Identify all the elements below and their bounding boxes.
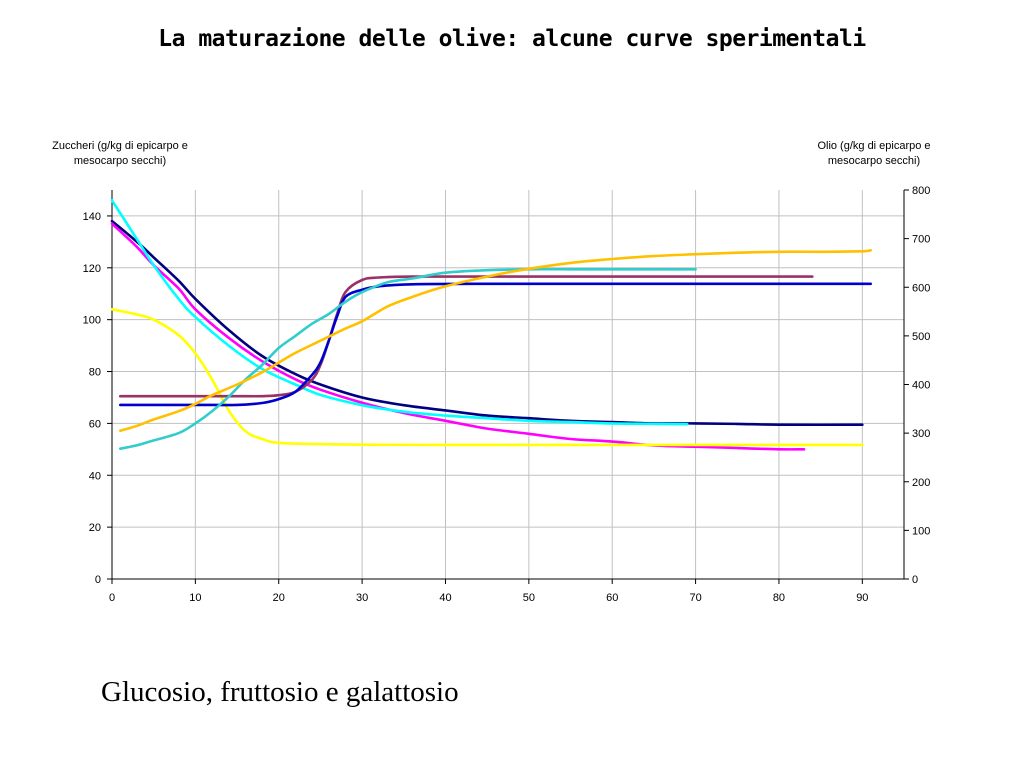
chart-axes xyxy=(107,189,909,584)
chart-grid xyxy=(112,190,904,579)
slide-caption: Glucosio, fruttosio e galattosio xyxy=(101,676,459,708)
left-y-tick-label: 40 xyxy=(89,470,101,482)
x-tick-label: 50 xyxy=(523,592,535,604)
right-y-tick-label: 800 xyxy=(912,185,930,197)
x-tick-label: 0 xyxy=(109,592,115,604)
x-tick-label: 20 xyxy=(273,592,285,604)
series-line-5 xyxy=(119,275,814,398)
x-tick-label: 10 xyxy=(189,592,201,604)
series-line-1 xyxy=(110,219,864,427)
right-y-tick-label: 500 xyxy=(912,331,930,343)
chart-series xyxy=(110,199,872,451)
series-line-8 xyxy=(119,249,872,432)
chart-tick-labels: 0 10 20 30 40 50 60 70 80 90 0 20 40 60 80 100 120 140 0 10… xyxy=(83,185,931,604)
series-line-3 xyxy=(110,199,689,426)
right-y-tick-label: 600 xyxy=(912,282,930,294)
slide-title: La maturazione delle olive: alcune curve… xyxy=(158,26,866,52)
left-axis-title: Zuccheri (g/kg di epicarpo e mesocarpo s… xyxy=(52,140,188,167)
left-y-tick-label: 140 xyxy=(83,211,101,223)
x-tick-label: 90 xyxy=(856,592,868,604)
right-y-tick-label: 200 xyxy=(912,477,930,489)
x-tick-label: 40 xyxy=(439,592,451,604)
left-y-tick-label: 60 xyxy=(89,418,101,430)
right-axis-title: Olio (g/kg di epicarpo e mesocarpo secch… xyxy=(817,140,931,167)
left-y-tick-label: 100 xyxy=(83,315,101,327)
x-tick-label: 70 xyxy=(689,592,701,604)
left-y-tick-label: 80 xyxy=(89,367,101,379)
series-line-4 xyxy=(110,308,864,447)
x-tick-label: 80 xyxy=(773,592,785,604)
x-tick-label: 30 xyxy=(356,592,368,604)
left-y-tick-label: 20 xyxy=(89,522,101,534)
right-y-tick-label: 400 xyxy=(912,380,930,392)
left-y-tick-label: 120 xyxy=(83,263,101,275)
left-y-tick-label: 0 xyxy=(95,574,101,586)
right-y-tick-label: 100 xyxy=(912,525,930,537)
right-y-tick-label: 300 xyxy=(912,428,930,440)
x-tick-label: 60 xyxy=(606,592,618,604)
right-y-tick-label: 0 xyxy=(912,574,918,586)
right-y-tick-label: 700 xyxy=(912,234,930,246)
